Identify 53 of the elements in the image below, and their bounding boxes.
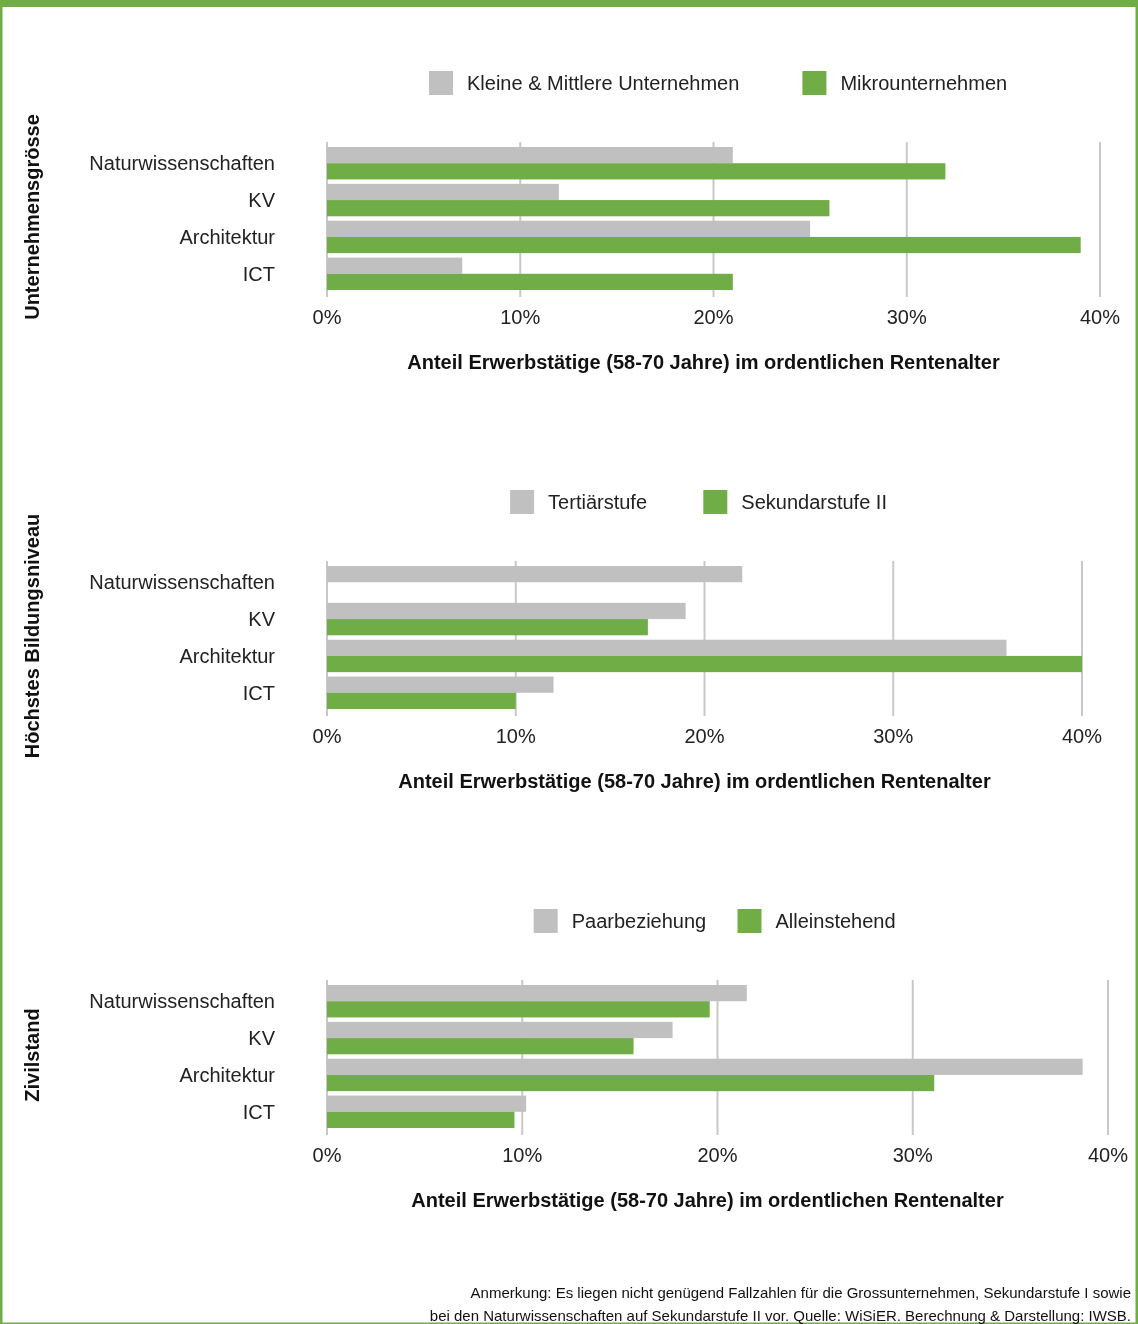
legend-label: Alleinstehend	[775, 910, 896, 932]
x-tick-label: 10%	[500, 306, 541, 328]
x-tick-label: 20%	[697, 1144, 738, 1166]
legend-label: Kleine & Mittlere Unternehmen	[467, 72, 740, 94]
bar	[327, 655, 1082, 673]
bar	[327, 163, 946, 180]
y-tick-label: ICT	[242, 262, 275, 285]
x-tick-label: 20%	[684, 725, 725, 747]
y-tick-label: ICT	[242, 681, 275, 704]
x-axis-title: Anteil Erwerbstätige (58-70 Jahre) im ordentlichen Rentenalter	[398, 770, 991, 792]
y-axis-title: Zivilstand	[21, 1008, 43, 1102]
bar	[327, 1111, 515, 1128]
x-tick-label: 40%	[1087, 1144, 1129, 1166]
legend-label: Tertiärstufe	[548, 491, 648, 513]
y-tick-label: KV	[248, 189, 276, 212]
x-tick-label: 20%	[693, 306, 734, 328]
y-tick-label: Architektur	[179, 1063, 276, 1086]
x-tick-label: 40%	[1079, 306, 1121, 328]
bar	[327, 619, 648, 636]
legend-label: Sekundarstufe II	[741, 491, 887, 513]
y-tick-label: Naturwissenschaften	[89, 571, 275, 594]
y-tick-label: ICT	[242, 1100, 275, 1123]
x-tick-label: 30%	[873, 725, 914, 747]
text: bei den Naturwissenschaften auf Sekundarstufe II vor. Quelle: WiSiER. Berechnung & Darstellung: IWSB.	[429, 1307, 1131, 1324]
y-tick-label: Architektur	[179, 225, 276, 248]
x-tick-label: 0%	[312, 306, 342, 328]
x-tick-label: 40%	[1061, 725, 1103, 747]
bar	[327, 1001, 710, 1018]
x-tick-label: 0%	[312, 725, 342, 747]
bar	[327, 1074, 935, 1092]
y-tick-label: KV	[248, 1027, 276, 1050]
x-tick-label: 30%	[892, 1144, 933, 1166]
y-tick-label: Naturwissenschaften	[89, 990, 275, 1013]
bar	[327, 273, 733, 290]
x-tick-label: 10%	[502, 1144, 543, 1166]
bar	[327, 200, 830, 217]
text: Anmerkung: Es liegen nicht genügend Fallzahlen für die Grossunternehmen, Sekundarstufe I sowie	[470, 1284, 1131, 1301]
x-axis-title: Anteil Erwerbstätige (58-70 Jahre) im ordentlichen Rentenalter	[411, 1189, 1004, 1211]
x-axis-title: Anteil Erwerbstätige (58-70 Jahre) im ordentlichen Rentenalter	[407, 351, 1000, 373]
legend-label: Paarbeziehung	[571, 910, 707, 932]
x-tick-label: 0%	[312, 1144, 342, 1166]
bar	[327, 1038, 634, 1055]
y-axis-title: Höchstes Bildungsniveau	[21, 513, 43, 759]
y-tick-label: Architektur	[179, 644, 276, 667]
bar	[327, 236, 1081, 254]
y-tick-label: Naturwissenschaften	[89, 152, 275, 175]
x-tick-label: 10%	[495, 725, 536, 747]
bar	[327, 692, 516, 709]
y-axis-title: Unternehmensgrösse	[21, 114, 43, 320]
bar	[327, 257, 463, 274]
legend-label: Mikrounternehmen	[840, 72, 1008, 94]
x-tick-label: 30%	[886, 306, 927, 328]
y-tick-label: KV	[248, 608, 276, 631]
